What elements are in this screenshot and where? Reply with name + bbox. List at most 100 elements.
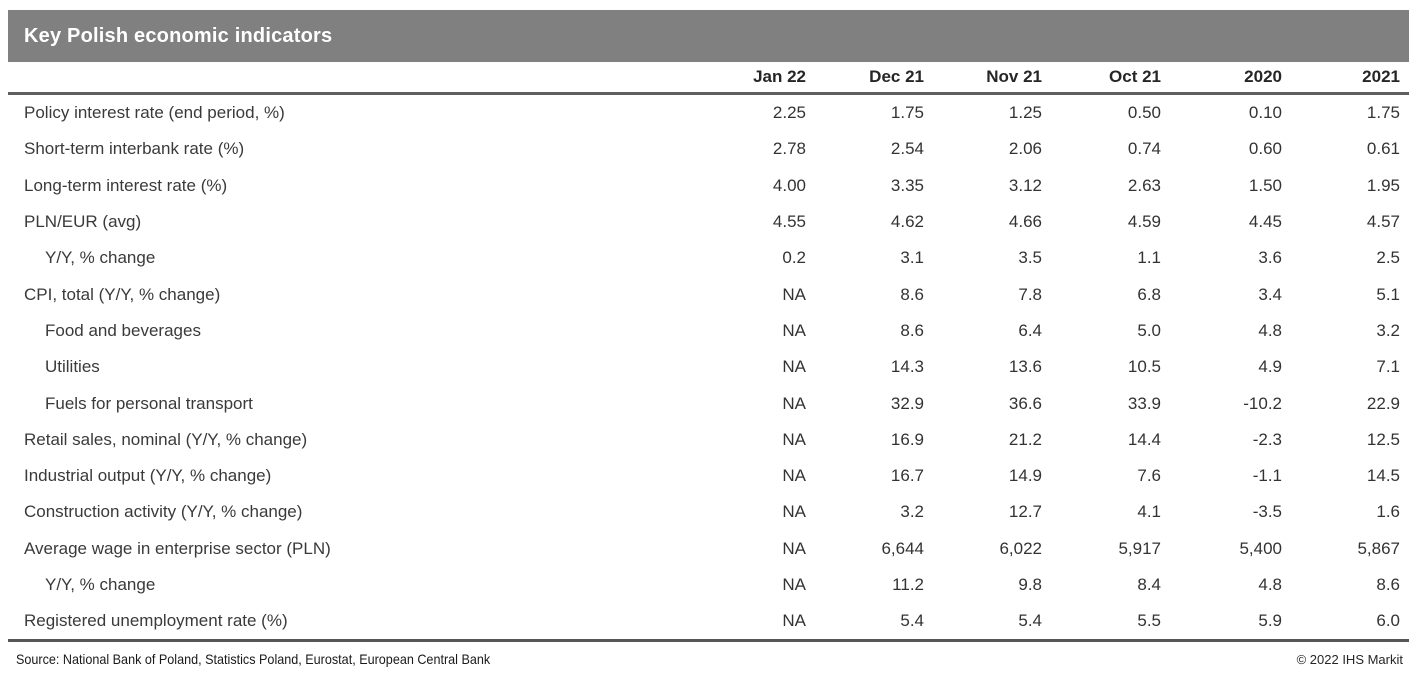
cell-value: 3.6 xyxy=(1258,248,1282,268)
copyright-note: © 2022 IHS Markit xyxy=(1296,651,1403,667)
cell-value: 5,917 xyxy=(1118,538,1161,558)
cell-value: NA xyxy=(782,466,806,486)
cell-value: 3.35 xyxy=(890,175,924,195)
cell-value: 14.3 xyxy=(890,357,924,377)
row-label: Utilities xyxy=(45,357,100,377)
cell-value: 14.5 xyxy=(1366,466,1400,486)
source-note: Source: National Bank of Poland, Statist… xyxy=(16,651,491,668)
table-row: Fuels for personal transport NA 32.9 36.6 33… xyxy=(8,385,1409,421)
table-row: Construction activity (Y/Y, % change) NA 3… xyxy=(8,494,1409,530)
table-title-bar: Key Polish economic indicators xyxy=(8,10,1409,62)
table-row: Food and beverages NA 8.6 6.4 5.0 4.8 3.2 xyxy=(8,313,1409,349)
table-row: Short-term interbank rate (%) 2.78 2.54 2.0… xyxy=(8,131,1409,167)
table-row: Registered unemployment rate (%) NA 5.4 5.4… xyxy=(8,603,1409,643)
column-header: 2020 xyxy=(1244,67,1282,86)
cell-value: 12.7 xyxy=(1008,502,1042,522)
cell-value: 2.5 xyxy=(1376,248,1400,268)
cell-value: 3.5 xyxy=(1018,248,1042,268)
cell-value: 12.5 xyxy=(1366,429,1400,449)
cell-value: 6,022 xyxy=(999,538,1042,558)
cell-value: 3.12 xyxy=(1008,175,1042,195)
cell-value: 0.2 xyxy=(782,248,806,268)
row-label: Y/Y, % change xyxy=(45,575,156,594)
cell-value: 2.63 xyxy=(1127,175,1161,195)
cell-value: 5.1 xyxy=(1376,284,1400,304)
cell-value: 3.4 xyxy=(1258,284,1282,304)
cell-value: 13.6 xyxy=(1008,357,1042,377)
cell-value: 0.74 xyxy=(1127,139,1161,159)
column-header: Nov 21 xyxy=(986,67,1042,86)
row-label: Long-term interest rate (%) xyxy=(24,175,228,195)
cell-value: 4.45 xyxy=(1248,212,1282,232)
cell-value: 8.6 xyxy=(900,284,924,304)
cell-value: NA xyxy=(782,284,806,304)
table-row: Average wage in enterprise sector (PLN) N… xyxy=(8,531,1409,567)
column-header: 2021 xyxy=(1362,67,1400,86)
cell-value: 0.61 xyxy=(1366,139,1400,159)
cell-value: 7.1 xyxy=(1376,357,1400,377)
cell-value: 8.4 xyxy=(1137,575,1161,594)
cell-value: 2.06 xyxy=(1008,139,1042,159)
cell-value: 16.7 xyxy=(890,466,924,486)
cell-value: -10.2 xyxy=(1243,393,1282,413)
cell-value: NA xyxy=(782,502,806,522)
cell-value: 4.57 xyxy=(1366,212,1400,232)
cell-value: 3.1 xyxy=(900,248,924,268)
cell-value: 1.75 xyxy=(890,103,924,123)
cell-value: -1.1 xyxy=(1252,466,1282,486)
column-header: Dec 21 xyxy=(869,67,924,86)
cell-value: 1.50 xyxy=(1248,175,1282,195)
cell-value: 6,644 xyxy=(881,538,924,558)
cell-value: 7.6 xyxy=(1137,466,1161,486)
row-label: Average wage in enterprise sector (PLN) xyxy=(24,538,331,558)
cell-value: 9.8 xyxy=(1018,575,1042,594)
cell-value: 0.50 xyxy=(1127,103,1161,123)
row-label: Construction activity (Y/Y, % change) xyxy=(24,502,303,522)
cell-value: 22.9 xyxy=(1366,393,1400,413)
row-label: Registered unemployment rate (%) xyxy=(8,603,697,643)
cell-value: 4.8 xyxy=(1258,320,1282,340)
row-label: Fuels for personal transport xyxy=(45,393,253,413)
cell-value: 3.2 xyxy=(900,502,924,522)
cell-value: 5.9 xyxy=(1170,603,1291,643)
cell-value: 1.95 xyxy=(1366,175,1400,195)
cell-value: 0.10 xyxy=(1248,103,1282,123)
cell-value: NA xyxy=(782,357,806,377)
table-row: PLN/EUR (avg) 4.55 4.62 4.66 4.59 4.45 4.57 xyxy=(8,204,1409,240)
cell-value: 3.2 xyxy=(1376,320,1400,340)
cell-value: 6.4 xyxy=(1018,320,1042,340)
cell-value: 5.4 xyxy=(815,603,933,643)
cell-value: -2.3 xyxy=(1252,429,1282,449)
cell-value: 4.62 xyxy=(890,212,924,232)
cell-value: 8.6 xyxy=(1376,575,1400,594)
row-label: Food and beverages xyxy=(45,320,201,340)
cell-value: 1.25 xyxy=(1008,103,1042,123)
row-label-header xyxy=(8,62,697,94)
table-row: Long-term interest rate (%) 4.00 3.35 3.12 2… xyxy=(8,168,1409,204)
cell-value: 4.55 xyxy=(772,212,806,232)
cell-value: 2.54 xyxy=(890,139,924,159)
cell-value: 5,400 xyxy=(1239,538,1282,558)
cell-value: 4.9 xyxy=(1258,357,1282,377)
cell-value: 14.9 xyxy=(1008,466,1042,486)
cell-value: 21.2 xyxy=(1008,429,1042,449)
cell-value: NA xyxy=(782,575,806,594)
cell-value: NA xyxy=(782,538,806,558)
row-label: PLN/EUR (avg) xyxy=(24,212,142,232)
table-row: Retail sales, nominal (Y/Y, % change) NA 1… xyxy=(8,422,1409,458)
cell-value: 10.5 xyxy=(1127,357,1161,377)
cell-value: 11.2 xyxy=(892,575,924,594)
cell-value: 14.4 xyxy=(1127,429,1161,449)
column-header: Jan 22 xyxy=(753,67,806,86)
row-label: Y/Y, % change xyxy=(45,248,156,268)
row-label: Industrial output (Y/Y, % change) xyxy=(24,466,272,486)
cell-value: NA xyxy=(782,429,806,449)
table-row: CPI, total (Y/Y, % change) NA 8.6 7.8 6.8 3.4… xyxy=(8,276,1409,312)
cell-value: -3.5 xyxy=(1252,502,1282,522)
cell-value: 4.59 xyxy=(1127,212,1161,232)
cell-value: 36.6 xyxy=(1008,393,1042,413)
cell-value: 1.6 xyxy=(1376,502,1400,522)
cell-value: 32.9 xyxy=(890,393,924,413)
cell-value: 4.1 xyxy=(1137,502,1161,522)
